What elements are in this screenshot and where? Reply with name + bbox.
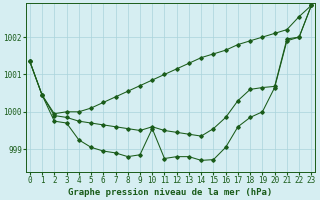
X-axis label: Graphe pression niveau de la mer (hPa): Graphe pression niveau de la mer (hPa) (68, 188, 273, 197)
